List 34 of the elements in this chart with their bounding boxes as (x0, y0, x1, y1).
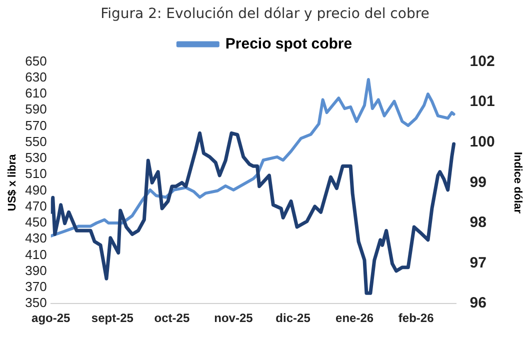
legend-label: Precio spot cobre (225, 35, 352, 52)
y-tick-label: 650 (25, 53, 47, 68)
y2-tick-label: 99 (470, 174, 486, 191)
x-tick-label: ene-26 (336, 311, 374, 326)
y-tick-label: 350 (25, 295, 47, 310)
y2-tick-label: 102 (470, 52, 495, 70)
y-tick-label: 590 (25, 102, 47, 117)
y2-tick-label: 100 (470, 134, 495, 151)
x-tick-label: dic-25 (276, 311, 311, 326)
y-tick-label: 610 (25, 86, 47, 101)
y2-tick-label: 97 (470, 254, 486, 272)
y-tick-label: 370 (25, 279, 47, 294)
y-tick-label: 530 (25, 150, 47, 166)
y-tick-label: 430 (25, 230, 47, 246)
y-tick-label: 410 (25, 246, 47, 262)
chart-title: Figura 2: Evolución del dólar y precio del cobre (100, 6, 430, 22)
y-tick-label: 510 (25, 166, 47, 182)
y2-axis-title: Indice dólar (511, 152, 524, 214)
y-tick-label: 390 (25, 262, 47, 278)
y2-tick-label: 98 (470, 214, 486, 232)
x-tick-label: oct-25 (154, 311, 190, 326)
y-tick-label: 470 (25, 198, 47, 214)
y-tick-label: 550 (25, 134, 47, 149)
y-tick-label: 570 (25, 118, 47, 133)
x-tick-label: nov-25 (214, 311, 254, 326)
y-tick-label: 490 (25, 182, 47, 198)
x-tick-label: sept-25 (91, 311, 134, 326)
x-tick-label: feb-26 (398, 311, 434, 326)
y2-tick-label: 96 (470, 294, 486, 312)
y2-tick-label: 101 (470, 93, 495, 110)
y-tick-label: 450 (25, 214, 47, 230)
y-tick-label: 630 (25, 70, 47, 84)
x-tick-label: ago-25 (32, 311, 71, 326)
y-axis-title: US$ x libra (6, 153, 19, 212)
